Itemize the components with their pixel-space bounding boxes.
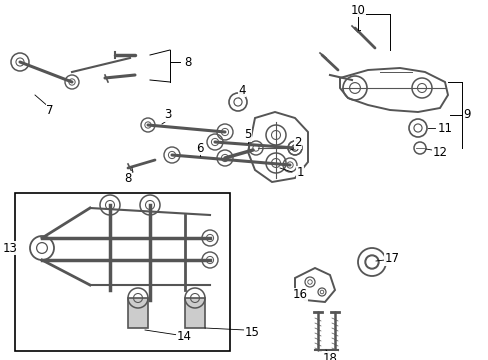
Text: 13: 13 bbox=[2, 242, 18, 255]
Text: 5: 5 bbox=[244, 129, 251, 141]
Text: 3: 3 bbox=[164, 108, 171, 122]
Text: 15: 15 bbox=[244, 325, 259, 338]
Bar bbox=[184, 298, 204, 328]
Text: 11: 11 bbox=[437, 122, 451, 135]
Text: 12: 12 bbox=[431, 145, 447, 158]
Text: 16: 16 bbox=[292, 288, 307, 302]
Text: 2: 2 bbox=[294, 135, 301, 148]
Text: 1: 1 bbox=[296, 166, 303, 180]
Text: 4: 4 bbox=[238, 84, 245, 96]
Text: 9: 9 bbox=[462, 108, 470, 122]
Text: 18: 18 bbox=[322, 351, 337, 360]
Text: 10: 10 bbox=[350, 4, 365, 17]
Text: 17: 17 bbox=[384, 252, 399, 266]
Text: 8: 8 bbox=[124, 171, 131, 184]
Bar bbox=[15, 193, 229, 351]
Bar bbox=[128, 298, 148, 328]
Text: 8: 8 bbox=[184, 55, 191, 68]
Text: 14: 14 bbox=[176, 330, 191, 343]
Text: 7: 7 bbox=[46, 104, 54, 117]
Text: 6: 6 bbox=[196, 141, 203, 154]
